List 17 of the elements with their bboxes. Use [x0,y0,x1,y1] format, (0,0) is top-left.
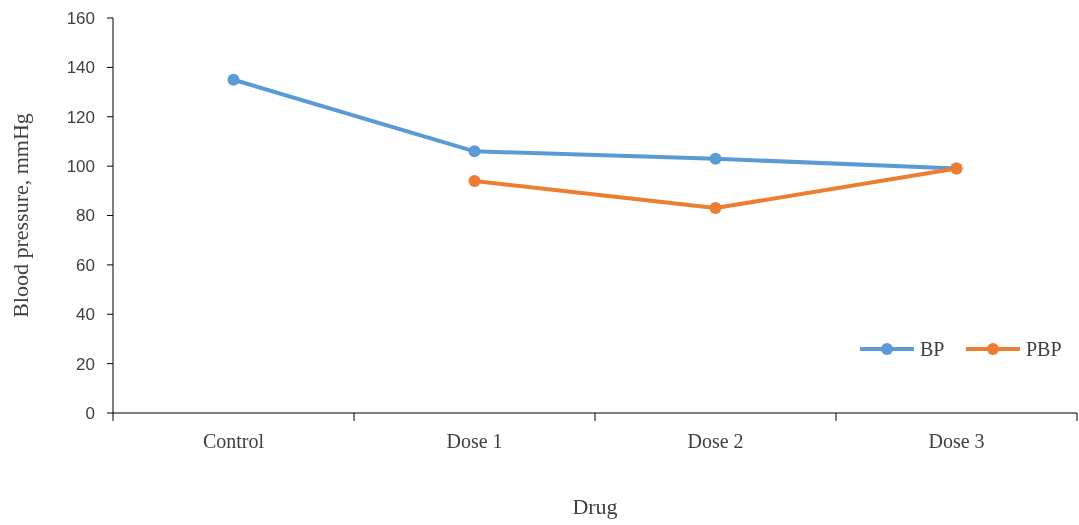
y-tick-label: 100 [66,157,95,177]
x-tick-label: Dose 2 [687,430,744,452]
legend-label: BP [920,338,945,360]
y-tick-label: 120 [66,107,95,127]
y-tick-label: 140 [66,58,95,78]
y-tick-label: 20 [76,354,95,374]
x-tick-label: Dose 1 [446,430,503,452]
y-axis-title: Blood pressure, mmHg [8,113,33,318]
x-tick-label: Control [202,430,265,452]
y-tick-label: 0 [85,403,95,423]
x-axis-title: Drug [572,494,618,519]
y-tick-label: 80 [76,206,95,226]
y-tick-label: 40 [76,305,95,325]
x-tick-label: Dose 3 [928,430,985,452]
y-tick-label: 60 [76,255,95,275]
legend-label: PBP [1026,338,1062,360]
y-tick-label: 160 [66,8,95,28]
